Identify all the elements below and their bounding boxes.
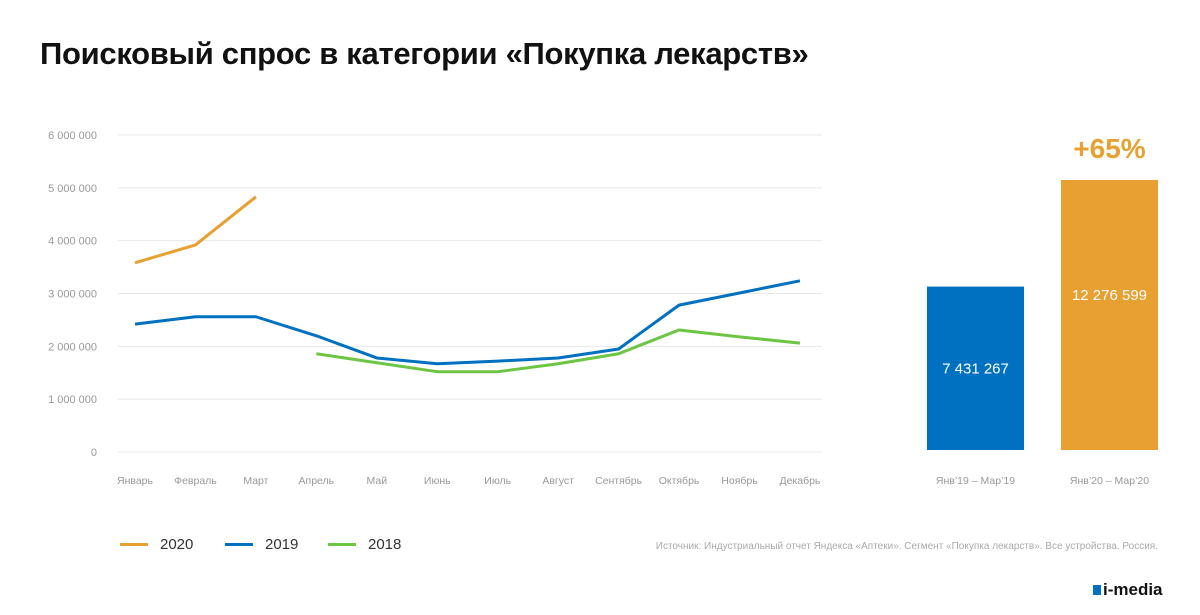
- x-tick-label: Декабрь: [779, 475, 820, 487]
- legend-item-2019: 2019: [225, 536, 298, 553]
- legend-item-2020: 2020: [120, 536, 193, 553]
- x-tick-label: Июнь: [424, 475, 451, 487]
- x-tick-label: Ноябрь: [721, 475, 758, 487]
- y-tick-label: 4 000 000: [48, 236, 97, 248]
- x-tick-label: Январь: [117, 475, 154, 487]
- legend-swatch: [120, 543, 148, 546]
- legend-item-2018: 2018: [328, 536, 401, 553]
- logo: i-media: [1093, 580, 1163, 600]
- x-tick-label: Сентябрь: [595, 475, 643, 487]
- x-tick-label: Апрель: [299, 475, 335, 487]
- y-tick-label: 5 000 000: [48, 183, 97, 195]
- x-tick-label: Май: [367, 475, 388, 487]
- y-tick-label: 6 000 000: [48, 130, 97, 142]
- series-line-2020: [134, 195, 257, 265]
- y-tick-label: 3 000 000: [48, 289, 97, 301]
- legend-swatch: [328, 543, 356, 546]
- growth-annotation: +65%: [1073, 133, 1145, 164]
- source-note: Источник: Индустриальный отчет Яндекса «…: [655, 541, 1158, 552]
- y-tick-label: 2 000 000: [48, 341, 97, 353]
- bar-value-label: 7 431 267: [942, 360, 1009, 377]
- page-title: Поисковый спрос в категории «Покупка лек…: [40, 36, 809, 71]
- x-tick-label: Октябрь: [659, 475, 700, 487]
- y-tick-label: 1 000 000: [48, 394, 97, 406]
- bar-category-label: Янв’20 – Мар’20: [1070, 475, 1149, 487]
- bar-2: [1061, 180, 1158, 450]
- logo-text: i-media: [1103, 580, 1163, 599]
- x-tick-label: Февраль: [174, 475, 217, 487]
- legend-label: 2018: [368, 536, 402, 553]
- x-tick-label: Июль: [484, 475, 511, 487]
- y-tick-label: 0: [91, 447, 97, 459]
- bar-1: [927, 286, 1024, 450]
- series-line-2018: [316, 328, 801, 374]
- legend-label: 2019: [265, 536, 299, 553]
- legend-label: 2020: [160, 536, 194, 553]
- logo-mark-icon: [1093, 585, 1101, 595]
- bar-category-label: Янв’19 – Мар’19: [936, 475, 1015, 487]
- legend-swatch: [225, 543, 253, 546]
- x-tick-label: Март: [243, 475, 268, 487]
- bar-value-label: 12 276 599: [1072, 287, 1147, 304]
- series-line-2019: [134, 279, 801, 366]
- x-tick-label: Август: [542, 475, 574, 487]
